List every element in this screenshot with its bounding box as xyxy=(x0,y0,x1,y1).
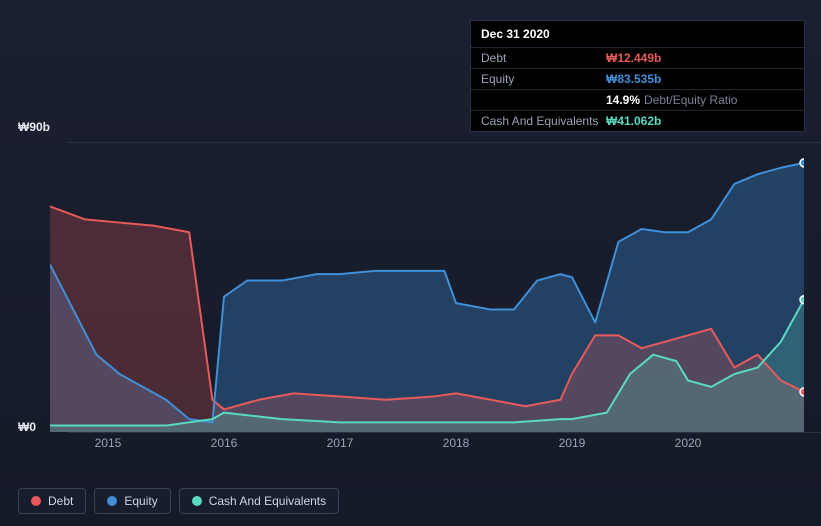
tooltip-row: Debt₩12.449b xyxy=(471,47,804,68)
series-end-marker xyxy=(800,388,804,396)
tooltip-row-value: ₩83.535b xyxy=(606,72,661,86)
y-axis-label-min: ₩0 xyxy=(18,420,36,434)
x-axis-tick: 2020 xyxy=(675,436,702,450)
tooltip-row-label xyxy=(481,93,606,107)
tooltip-row: Equity₩83.535b xyxy=(471,68,804,89)
chart-svg xyxy=(50,142,804,432)
x-axis-tick: 2015 xyxy=(95,436,122,450)
tooltip-row: 14.9% Debt/Equity Ratio xyxy=(471,89,804,110)
legend-item-label: Equity xyxy=(124,494,157,508)
legend-swatch-icon xyxy=(192,496,202,506)
legend-item[interactable]: Equity xyxy=(94,488,170,514)
legend-item-label: Cash And Equivalents xyxy=(209,494,326,508)
x-axis-tick: 2016 xyxy=(211,436,238,450)
legend-swatch-icon xyxy=(107,496,117,506)
x-axis-tick: 2017 xyxy=(327,436,354,450)
tooltip-row-label: Debt xyxy=(481,51,606,65)
tooltip-row-value: ₩12.449b xyxy=(606,51,661,65)
chart-legend: Debt Equity Cash And Equivalents xyxy=(18,488,339,514)
chart-tooltip: Dec 31 2020 Debt₩12.449bEquity₩83.535b14… xyxy=(470,20,805,132)
x-axis-tick: 2018 xyxy=(443,436,470,450)
chart-container: Dec 31 2020 Debt₩12.449bEquity₩83.535b14… xyxy=(0,0,821,526)
tooltip-row-label: Equity xyxy=(481,72,606,86)
tooltip-rows: Debt₩12.449bEquity₩83.535b14.9%Debt/Equi… xyxy=(471,47,804,131)
legend-swatch-icon xyxy=(31,496,41,506)
tooltip-row-value: 14.9% xyxy=(606,93,640,107)
x-axis-tick: 2019 xyxy=(559,436,586,450)
legend-item[interactable]: Debt xyxy=(18,488,86,514)
gridline-bottom xyxy=(68,432,821,433)
tooltip-row-extra: Debt/Equity Ratio xyxy=(644,93,737,107)
series-end-marker xyxy=(800,159,804,167)
x-axis: 2015 2016 2017 2018 2019 2020 xyxy=(50,436,804,456)
legend-item[interactable]: Cash And Equivalents xyxy=(179,488,339,514)
legend-item-label: Debt xyxy=(48,494,73,508)
chart-area: ₩90b ₩0 2015 2016 2017 2018 2019 2020 xyxy=(18,120,804,460)
chart-plot[interactable] xyxy=(50,142,804,432)
y-axis-label-max: ₩90b xyxy=(18,120,50,134)
series-end-marker xyxy=(800,296,804,304)
tooltip-date: Dec 31 2020 xyxy=(471,21,804,47)
